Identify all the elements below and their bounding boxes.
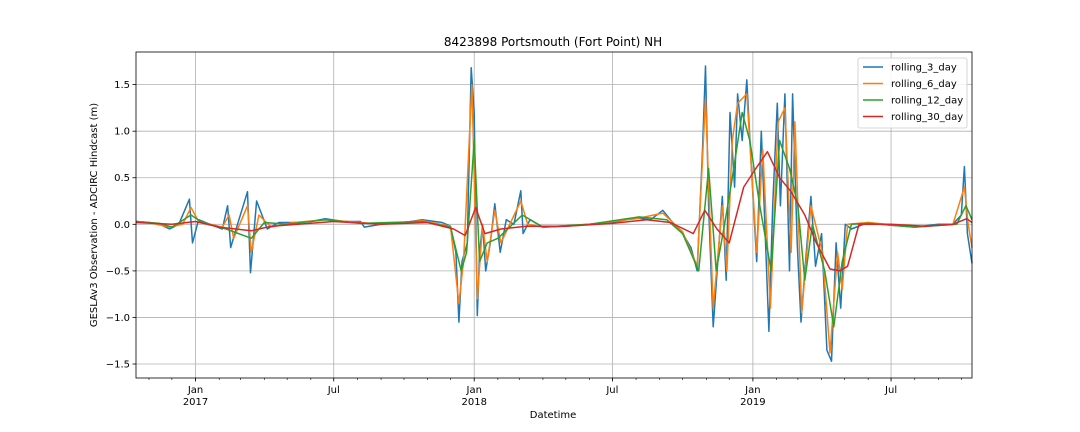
legend-label: rolling_30_day <box>891 112 963 123</box>
x-axis-label: Datetime <box>530 410 577 421</box>
x-tick-label: Jan <box>466 385 482 396</box>
x-tick-label: Jan <box>744 385 760 396</box>
y-tick-label: 1.0 <box>114 127 130 138</box>
x-tick-label: Jul <box>884 385 897 396</box>
x-year-label: 2017 <box>183 397 208 408</box>
plot-frame <box>135 51 973 379</box>
y-tick-label: 1.5 <box>114 80 130 91</box>
grid-lines <box>136 52 972 378</box>
chart-title: 8423898 Portsmouth (Fort Point) NH <box>444 35 662 49</box>
y-axis: −1.5 −1.0 −0.5 0.0 0.5 1.0 1.5 <box>106 80 136 371</box>
series-line-rolling_12_day <box>135 111 973 328</box>
x-tick-label: Jan <box>187 385 203 396</box>
x-tick-label: Jul <box>605 385 618 396</box>
legend-label: rolling_6_day <box>891 79 957 90</box>
x-year-label: 2018 <box>461 397 486 408</box>
legend-box <box>857 57 968 129</box>
y-tick-label: −1.5 <box>106 360 130 371</box>
legend-label: rolling_3_day <box>891 63 957 74</box>
y-tick-label: 0.0 <box>114 220 130 231</box>
x-year-label: 2019 <box>740 397 765 408</box>
y-axis-label: GESLAv3 Observation - ADCIRC Hindcast (m… <box>89 103 100 327</box>
legend-label: rolling_12_day <box>891 96 963 107</box>
legend: rolling_3_day rolling_6_day rolling_12_day… <box>857 57 968 129</box>
y-tick-label: −0.5 <box>106 266 130 277</box>
series-lines <box>135 65 973 362</box>
series-line-rolling_3_day <box>135 65 973 362</box>
x-tick-label: Jul <box>327 385 340 396</box>
series-line-rolling_30_day <box>135 150 973 272</box>
y-tick-label: −1.0 <box>106 313 130 324</box>
y-tick-label: 0.5 <box>114 173 130 184</box>
series-line-rolling_6_day <box>135 83 973 354</box>
